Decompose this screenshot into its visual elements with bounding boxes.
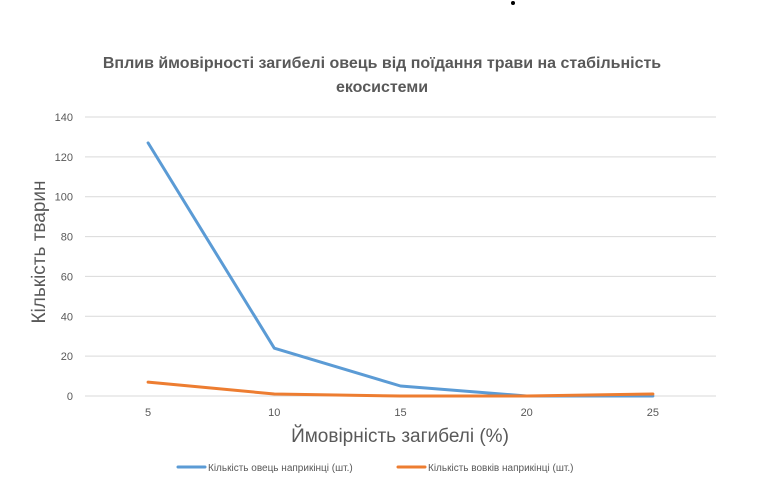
x-axis-title: Ймовірність загибелі (%) [291,425,509,447]
legend: Кількість овець наприкінці (шт.) Кількіст… [176,463,573,474]
y-tick-label: 140 [55,112,73,124]
legend-label-1: Кількість овець наприкінці (шт.) [208,463,353,474]
x-tick-label: 10 [268,407,280,419]
chart-title-line-1: Вплив ймовірності загибелі овець від пої… [103,55,661,72]
y-axis-ticks: 0 20 40 60 80 100 120 140 [55,112,73,403]
y-tick-label: 20 [61,351,73,363]
series-lines [146,141,655,398]
series-line-2 [146,380,655,398]
gridlines [85,116,716,397]
x-tick-label: 25 [647,407,659,419]
series-line-1 [146,141,655,398]
legend-label-2: Кількість вовків наприкінці (шт.) [428,463,573,474]
y-tick-label: 0 [67,391,73,403]
y-tick-label: 80 [61,232,73,244]
chart-title-line-2: екосистеми [336,79,428,96]
x-tick-label: 5 [145,407,151,419]
y-tick-label: 120 [55,152,73,164]
x-tick-label: 15 [394,407,406,419]
x-axis-ticks: 5 10 15 20 25 [145,407,659,419]
stray-dot [511,1,515,5]
x-tick-label: 20 [521,407,533,419]
y-tick-label: 40 [61,311,73,323]
y-tick-label: 100 [55,192,73,204]
y-tick-label: 60 [61,271,73,283]
y-axis-title: Кількість тварин [29,180,50,323]
